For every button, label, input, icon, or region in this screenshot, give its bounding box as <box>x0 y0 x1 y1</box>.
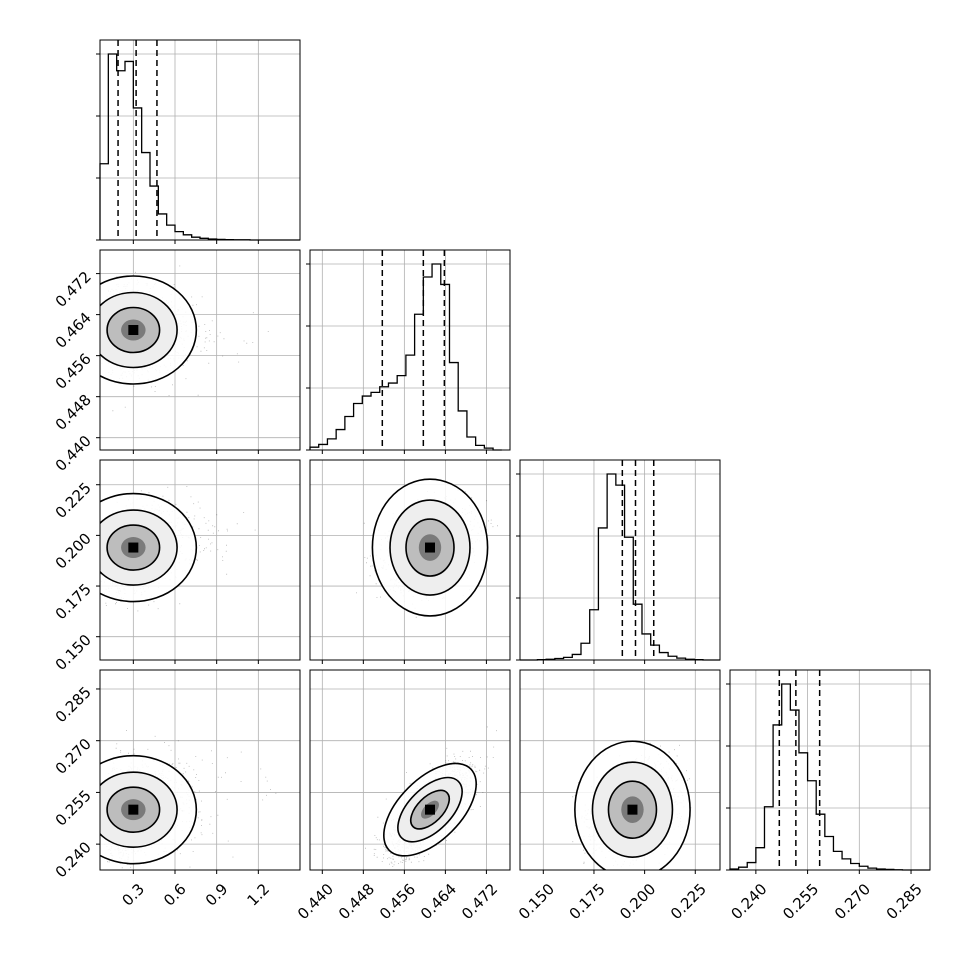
x-tick-label: 1.2 <box>243 880 273 910</box>
panel-frame <box>519 669 721 871</box>
x-tick-label: 0.175 <box>566 880 609 923</box>
scatter-panel-2-4 <box>310 670 510 870</box>
panel-frame <box>99 249 301 451</box>
y-tick-label: 0.255 <box>52 787 95 830</box>
y-tick-label: 0.200 <box>52 529 95 572</box>
histogram-step-line <box>309 263 502 451</box>
density-peak <box>128 325 139 335</box>
scatter-panel-1-4 <box>100 670 300 870</box>
histogram-step-line <box>99 53 300 241</box>
density-peak <box>425 804 435 815</box>
scatter-panel-1-2 <box>100 250 300 450</box>
histogram-panel-4 <box>729 669 931 871</box>
scatter-panel-2-3 <box>310 460 510 660</box>
panel-frame <box>99 39 301 241</box>
x-tick-label: 0.6 <box>160 880 190 910</box>
density-peak <box>627 804 638 815</box>
panel-frame <box>99 669 301 871</box>
scatter-panel-1-3 <box>100 460 300 660</box>
y-tick-label: 0.225 <box>52 479 95 522</box>
panel-frame <box>309 459 511 661</box>
histogram-step-line <box>520 473 720 661</box>
panel-frame <box>309 249 511 451</box>
y-tick-label: 0.456 <box>52 350 95 393</box>
panel-frame <box>309 669 511 871</box>
x-tick-label: 0.440 <box>294 880 337 923</box>
y-tick-label: 0.175 <box>52 580 95 623</box>
y-tick-label: 0.270 <box>52 735 95 778</box>
y-tick-label: 0.440 <box>52 432 95 475</box>
y-tick-label: 0.464 <box>52 309 95 352</box>
x-tick-label: 0.456 <box>376 880 419 923</box>
panel-frame <box>729 669 931 871</box>
x-tick-label: 0.464 <box>417 880 460 923</box>
y-tick-label: 0.472 <box>52 268 95 311</box>
density-peak <box>128 804 139 815</box>
y-tick-label: 0.240 <box>52 838 95 881</box>
x-tick-label: 0.448 <box>335 880 378 923</box>
x-tick-label: 0.150 <box>515 880 558 923</box>
x-tick-label: 0.240 <box>728 880 771 923</box>
density-peak <box>128 542 139 553</box>
histogram-panel-3 <box>519 459 721 661</box>
histogram-step-line <box>729 683 930 871</box>
histogram-panel-1 <box>99 39 301 241</box>
density-peak <box>425 542 435 553</box>
x-tick-label: 0.270 <box>831 880 874 923</box>
x-tick-label: 0.3 <box>118 880 148 910</box>
y-tick-label: 0.448 <box>52 391 95 434</box>
x-tick-label: 0.255 <box>779 880 822 923</box>
y-tick-label: 0.285 <box>52 683 95 726</box>
histogram-panel-2 <box>309 249 511 451</box>
panel-frame <box>99 459 301 661</box>
x-tick-label: 0.200 <box>616 880 659 923</box>
panel-frame <box>519 459 721 661</box>
x-tick-label: 0.472 <box>458 880 501 923</box>
y-tick-label: 0.150 <box>52 631 95 674</box>
x-tick-label: 0.225 <box>667 880 710 923</box>
x-tick-label: 0.285 <box>883 880 926 923</box>
x-tick-label: 0.9 <box>202 880 232 910</box>
scatter-panel-3-4 <box>520 670 720 870</box>
